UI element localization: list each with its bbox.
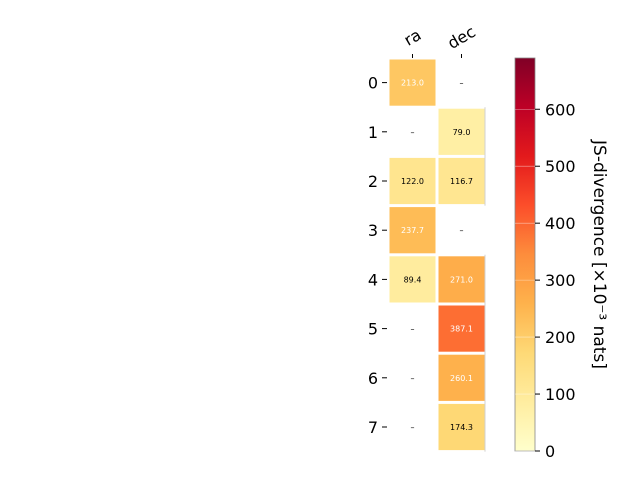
colorbar-tick-label: 100 <box>545 385 576 404</box>
colorbar-tick-label: 600 <box>545 100 576 119</box>
cell-missing: – <box>411 423 415 432</box>
cell-value-label: 237.7 <box>401 226 424 235</box>
row-labels: 0 1 2 3 4 5 6 7 <box>368 74 387 437</box>
heatmap-cell <box>389 256 436 303</box>
cell-value-label: 271.0 <box>450 275 473 284</box>
row-label-6: 6 <box>368 369 378 388</box>
colorbar-tick-label: 0 <box>545 442 555 461</box>
row-label-7: 7 <box>368 418 378 437</box>
row-label-3: 3 <box>368 221 378 240</box>
heatmap-cell <box>438 157 485 205</box>
heatmap-cell <box>438 403 485 451</box>
heatmap-cell <box>389 157 436 205</box>
row-label-1: 1 <box>368 123 378 142</box>
row-label-2: 2 <box>368 172 378 191</box>
colorbar-tick-label: 400 <box>545 214 576 233</box>
heatmap-cell <box>438 108 485 155</box>
row-label-4: 4 <box>368 270 378 289</box>
cell-value-label: 260.1 <box>450 374 473 383</box>
cell-value-label: 387.1 <box>450 325 473 334</box>
heatmap-cell <box>438 354 485 401</box>
colorbar-tick-label: 300 <box>545 271 576 290</box>
cell-missing: – <box>411 374 415 383</box>
cell-value-label: 79.0 <box>453 128 471 137</box>
colorbar-tick-label: 500 <box>545 157 576 176</box>
row-label-0: 0 <box>368 74 378 93</box>
cell-value-label: 116.7 <box>450 177 473 186</box>
cell-value-label: 213.0 <box>401 79 424 88</box>
heatmap-cell <box>389 207 436 254</box>
colorbar-label: JS-divergence [×10⁻³ nats] <box>589 139 609 369</box>
colorbar-gradient <box>514 57 536 452</box>
heatmap-cell <box>389 59 436 106</box>
heatmap-cell <box>438 256 485 303</box>
cell-value-label: 89.4 <box>404 275 422 284</box>
colorbar: 0 100 200 300 400 500 600 JS-divergence [×10⁻³… <box>514 57 609 461</box>
cell-missing: – <box>460 79 464 88</box>
cell-value-label: 174.3 <box>450 423 473 432</box>
heatmap-cell <box>438 305 485 352</box>
cell-value-label: 122.0 <box>401 177 424 186</box>
column-label-ra: ra <box>401 25 425 50</box>
cell-missing: – <box>411 128 415 137</box>
column-label-dec: dec <box>444 22 478 53</box>
row-label-5: 5 <box>368 320 378 339</box>
column-labels: ra dec <box>401 22 479 58</box>
colorbar-ticks: 0 100 200 300 400 500 600 <box>515 100 576 461</box>
cell-missing: – <box>411 325 415 334</box>
colorbar-tick-label: 200 <box>545 328 576 347</box>
heatmap-cells: 213.0 – – 79.0 122.0 116.7 237.7 – 89.4 271.0 – 387… <box>389 59 485 451</box>
cell-missing: – <box>460 226 464 235</box>
